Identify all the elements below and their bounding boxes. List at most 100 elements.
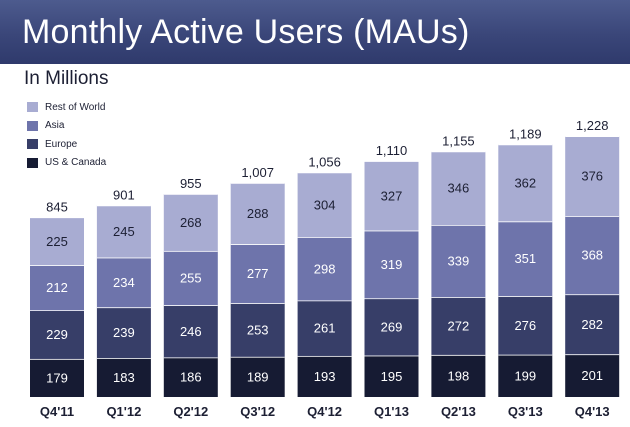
legend-swatch-us-canada <box>27 157 38 168</box>
legend-label-rest-of-world: Rest of World <box>45 101 106 113</box>
bar-segment-asia <box>364 230 419 299</box>
bar-total-label: 1,228 <box>576 118 609 133</box>
bar-segment-rest-of-world <box>565 136 620 217</box>
legend-label-europe: Europe <box>45 138 78 150</box>
bar-total-label: 1,056 <box>308 154 341 169</box>
segment-value-label: 277 <box>247 266 269 281</box>
segment-value-label: 288 <box>247 206 269 221</box>
bar-segment-us-canada <box>30 358 84 397</box>
x-tick-label: Q3'13 <box>508 404 543 419</box>
bar-segment-rest-of-world <box>163 193 218 251</box>
bar-segment-europe <box>364 298 419 356</box>
segment-value-label: 193 <box>314 369 336 384</box>
legend-item-asia: Asia <box>27 117 106 136</box>
legend-label-us-canada: US & Canada <box>45 157 107 169</box>
x-tick-label: Q4'12 <box>307 404 342 419</box>
segment-value-label: 319 <box>381 257 403 272</box>
bar-segment-rest-of-world <box>297 172 352 238</box>
bar-segment-asia <box>96 257 151 308</box>
bar-segment-us-canada <box>297 355 352 397</box>
bar-segment-us-canada <box>230 356 285 397</box>
segment-value-label: 179 <box>46 370 68 385</box>
bar-total-label: 1,007 <box>241 165 274 180</box>
x-tick-label: Q2'12 <box>173 404 208 419</box>
bar-segment-asia <box>297 237 352 301</box>
segment-value-label: 272 <box>448 318 470 333</box>
bar-segment-europe <box>297 300 352 356</box>
legend-item-us-canada: US & Canada <box>27 154 106 173</box>
legend-swatch-europe <box>27 139 38 150</box>
chart-subtitle: In Millions <box>24 68 109 89</box>
bar-segment-rest-of-world <box>498 144 553 222</box>
segment-value-label: 225 <box>46 234 68 249</box>
segment-value-label: 198 <box>448 368 470 383</box>
bar-segment-europe <box>230 303 285 357</box>
segment-value-label: 239 <box>113 325 135 340</box>
chart-legend: Rest of World Asia Europe US & Canada <box>27 98 106 172</box>
x-tick-label: Q3'12 <box>240 404 275 419</box>
segment-value-label: 376 <box>581 169 603 184</box>
bar-segment-europe <box>96 307 151 359</box>
x-tick-label: Q4'13 <box>575 404 610 419</box>
segment-value-label: 327 <box>381 188 403 203</box>
segment-value-label: 199 <box>514 368 536 383</box>
segment-value-label: 346 <box>448 181 470 196</box>
legend-label-asia: Asia <box>45 120 65 132</box>
bar-segment-europe <box>565 294 620 355</box>
legend-swatch-asia <box>27 120 38 131</box>
segment-value-label: 339 <box>448 254 470 269</box>
bar-total-label: 1,110 <box>376 143 408 158</box>
segment-value-label: 201 <box>581 368 603 383</box>
bar-segment-europe <box>30 310 84 359</box>
chart-title: Monthly Active Users (MAUs) <box>22 13 470 51</box>
bar-total-label: 901 <box>113 187 135 202</box>
bar-segment-us-canada <box>163 357 218 397</box>
bar-segment-asia <box>230 244 285 304</box>
segment-value-label: 276 <box>514 318 536 333</box>
segment-value-label: 212 <box>46 280 68 295</box>
bar-total-label: 1,155 <box>442 133 475 148</box>
bar-total-label: 845 <box>46 199 68 214</box>
bar-segment-asia <box>163 250 218 306</box>
segment-value-label: 368 <box>581 248 603 263</box>
bar-segment-europe <box>498 296 553 355</box>
bar-segment-rest-of-world <box>230 182 285 245</box>
bar-total-label: 955 <box>180 176 202 191</box>
segment-value-label: 268 <box>180 215 202 230</box>
segment-value-label: 183 <box>113 370 135 385</box>
bar-segment-rest-of-world <box>364 161 419 231</box>
bar-segment-asia <box>431 225 486 298</box>
bar-segment-us-canada <box>431 354 486 397</box>
bar-segment-rest-of-world <box>96 205 151 258</box>
bar-segment-asia <box>30 265 84 311</box>
segment-value-label: 253 <box>247 322 269 337</box>
x-tick-label: Q2'13 <box>441 404 476 419</box>
legend-item-europe: Europe <box>27 135 106 154</box>
x-tick-label: Q1'12 <box>106 404 141 419</box>
bar-segment-asia <box>498 221 553 297</box>
segment-value-label: 351 <box>514 251 536 266</box>
segment-value-label: 245 <box>113 224 135 239</box>
x-tick-label: Q4'11 <box>40 404 74 419</box>
segment-value-label: 186 <box>180 370 202 385</box>
legend-item-rest-of-world: Rest of World <box>27 98 106 117</box>
bar-segment-rest-of-world <box>431 151 486 226</box>
segment-value-label: 269 <box>381 319 403 334</box>
bar-segment-asia <box>565 216 620 295</box>
segment-value-label: 261 <box>314 321 336 336</box>
segment-value-label: 246 <box>180 324 202 339</box>
x-tick-label: Q1'13 <box>374 404 409 419</box>
segment-value-label: 255 <box>180 271 202 286</box>
bar-segment-us-canada <box>96 358 151 397</box>
bar-segment-us-canada <box>364 355 419 397</box>
segment-value-label: 234 <box>113 275 135 290</box>
segment-value-label: 229 <box>46 327 68 342</box>
bar-segment-europe <box>431 297 486 355</box>
segment-value-label: 195 <box>381 369 403 384</box>
bar-segment-rest-of-world <box>30 217 84 266</box>
bar-segment-europe <box>163 305 218 358</box>
segment-value-label: 298 <box>314 261 336 276</box>
bar-total-label: 1,189 <box>509 126 542 141</box>
